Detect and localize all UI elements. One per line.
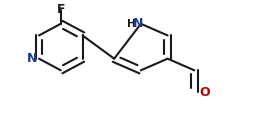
Text: H: H xyxy=(127,19,136,29)
Text: F: F xyxy=(56,3,65,16)
Text: N: N xyxy=(27,52,37,65)
Text: O: O xyxy=(199,86,210,99)
Text: N: N xyxy=(133,17,143,30)
